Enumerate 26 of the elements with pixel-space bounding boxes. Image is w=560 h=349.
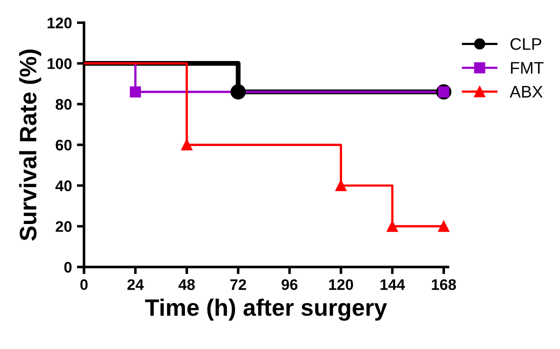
point	[130, 86, 141, 98]
x-tick-label: 96	[282, 279, 298, 290]
legend-label: FMT	[511, 62, 544, 74]
y-tick-label: 80	[56, 98, 72, 110]
legend-label: ABX	[510, 86, 543, 98]
point	[386, 220, 398, 232]
x-tick-label: 144	[380, 279, 405, 290]
y-tick-label: 0	[64, 262, 72, 273]
x-tick-label: 72	[230, 279, 246, 290]
y-tick-label: 60	[56, 140, 72, 151]
x-tick-label: 48	[178, 279, 195, 290]
point	[181, 139, 192, 150]
x-tick-label: 24	[127, 279, 144, 290]
x-tick-label: 168	[432, 279, 456, 290]
point	[230, 84, 246, 100]
point	[335, 180, 346, 192]
legend-label: CLP	[510, 38, 542, 50]
y-tick-label: 100	[48, 58, 72, 70]
y-axis-title: Survival Rate (%)	[19, 50, 42, 241]
x-tick-label: 120	[329, 279, 354, 290]
x-axis-title: Time (h) after surgery	[145, 298, 388, 321]
y-tick-label: 20	[56, 221, 72, 232]
y-tick-label: 40	[55, 180, 72, 192]
point	[438, 220, 450, 232]
y-tick-label: 120	[48, 18, 72, 28]
x-tick-label: 0	[80, 279, 88, 290]
